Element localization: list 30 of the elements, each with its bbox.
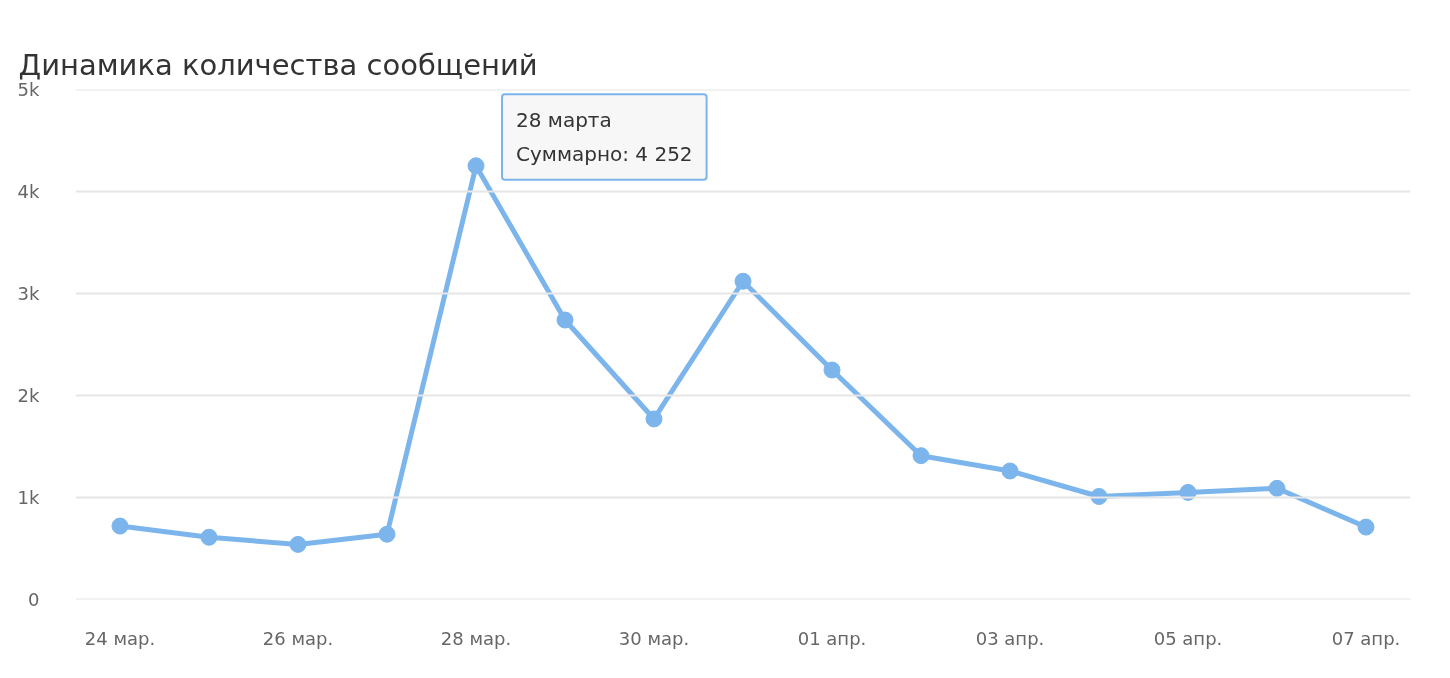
y-tick-label: 3k	[17, 283, 41, 304]
point	[645, 410, 663, 428]
x-tick-label: 05 апр.	[1153, 627, 1223, 649]
point	[378, 525, 396, 543]
x-tick-label: 24 мар.	[84, 627, 156, 649]
point	[734, 272, 752, 290]
y-tick-label: 4k	[17, 181, 41, 202]
point	[111, 517, 129, 535]
point	[1179, 483, 1197, 501]
y-tick-label: 0	[28, 589, 40, 610]
y-tick-label: 1k	[17, 487, 41, 508]
x-tick-label: 07 апр.	[1331, 627, 1401, 649]
x-tick-label: 01 апр.	[797, 627, 867, 649]
point	[1357, 518, 1375, 536]
x-tick-label: 26 мар.	[262, 627, 334, 649]
point	[200, 528, 218, 546]
x-tick-label: 30 мар.	[618, 627, 690, 649]
y-tick-label: 5k	[17, 79, 41, 100]
point	[912, 447, 930, 465]
point	[1001, 462, 1019, 480]
y-tick-label: 2k	[17, 385, 41, 406]
point	[556, 311, 574, 329]
x-tick-label: 03 апр.	[975, 627, 1045, 649]
x-tick-label: 28 мар.	[440, 627, 512, 649]
point	[823, 361, 841, 379]
chart-title: Динамика количества сообщений	[18, 47, 538, 82]
point	[1268, 479, 1286, 497]
point	[289, 535, 307, 553]
point	[467, 157, 485, 175]
annotation: 28 марта Суммарно: 4 252	[516, 108, 693, 166]
